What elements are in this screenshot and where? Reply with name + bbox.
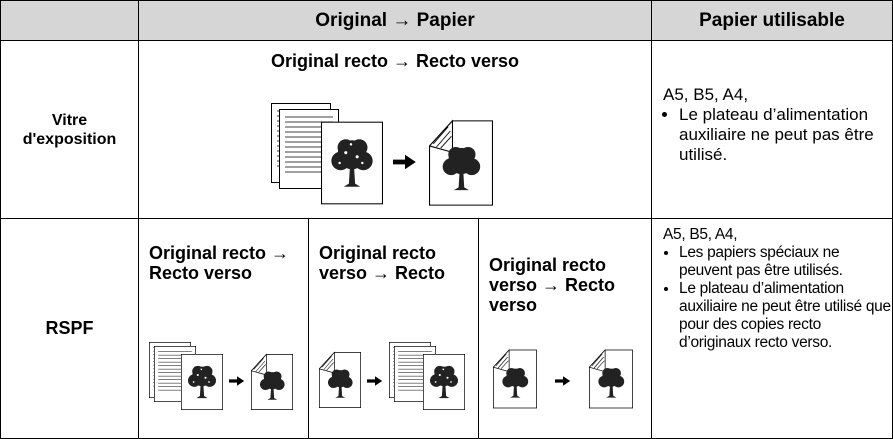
paper-text: A5, B5, A4, Les papiers spéciaux ne peuv… [663,226,891,352]
paper-cell: A5, B5, A4, Le plateau d’alimentation au… [651,40,893,219]
label-line: Vitre [51,111,88,129]
mode-cell: Original recto → Recto verso [138,218,309,439]
label-line: RSPF [45,318,94,338]
mode-cell: Original recto → Recto verso [138,40,652,219]
label-line: d'exposition [22,130,117,148]
note: Le plateau d’alimentation auxiliaire ne … [679,105,889,165]
paper-sizes: A5, B5, A4, [663,226,738,243]
paper-sizes: A5, B5, A4, [663,85,749,104]
illustration [271,102,493,206]
mode-cell: Original recto verso → Recto [308,218,479,439]
illustration [319,341,465,411]
note: Les papiers spéciaux ne peuvent pas être… [679,244,891,280]
header-cell: Original → Papier [138,0,652,41]
paper-cell: A5, B5, A4, Les papiers spéciaux ne peuv… [651,218,893,439]
header-text: Papier utilisable [699,9,845,31]
mode-title: Original recto → Recto verso [270,51,520,71]
illustration [493,349,633,409]
row-label: Vitre d'exposition [0,40,139,219]
header-blank [0,0,139,41]
row-label: RSPF [0,218,139,439]
illustration [149,341,293,411]
mode-title: Original recto verso → Recto [319,243,446,283]
note: Le plateau d’alimentation auxiliaire ne … [679,280,891,352]
mode-title: Original recto verso → Recto verso [489,255,616,315]
header-cell: Papier utilisable [651,0,893,41]
header-text: Original → Papier [315,9,475,31]
note-list: Les papiers spéciaux ne peuvent pas être… [663,244,891,352]
mode-cell: Original recto verso → Recto verso [478,218,652,439]
mode-title: Original recto → Recto verso [149,243,290,283]
paper-text: A5, B5, A4, Le plateau d’alimentation au… [663,85,889,165]
note-list: Le plateau d’alimentation auxiliaire ne … [663,105,889,165]
